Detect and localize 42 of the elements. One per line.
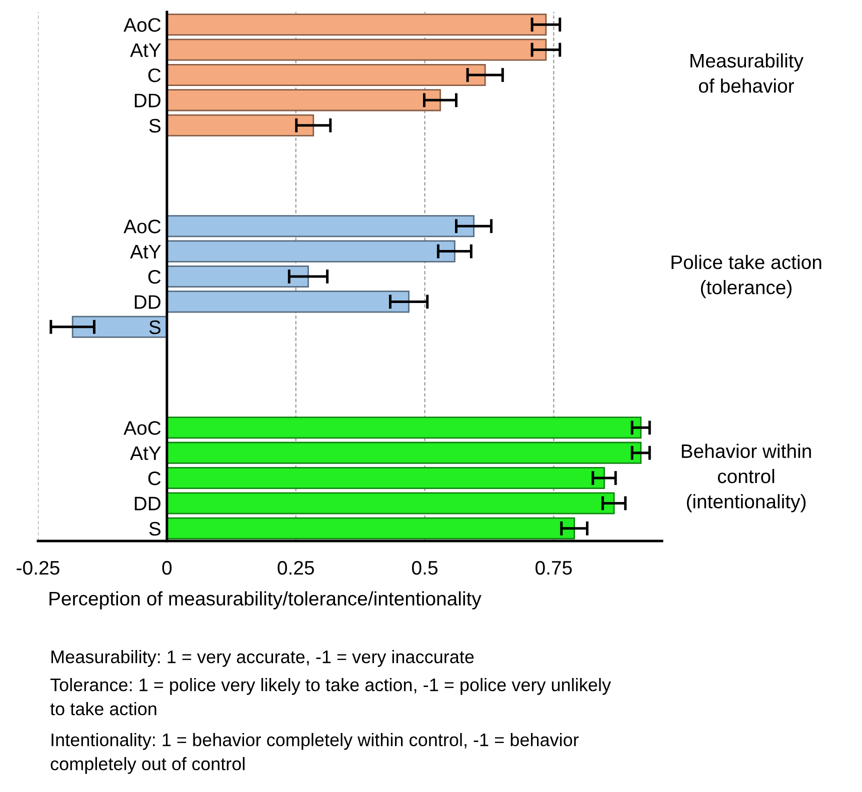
text: Police take action (tolerance) [672, 254, 822, 298]
bar [166, 467, 605, 490]
bar [166, 38, 547, 61]
y-tick-label: S [149, 118, 160, 133]
y-tick-label: AtY [130, 446, 161, 460]
y-tick-label: AtY [130, 244, 161, 259]
y-tick-label: DD [134, 496, 160, 510]
bar [166, 215, 474, 238]
bar [166, 114, 314, 136]
bar [166, 517, 576, 540]
y-tick-label: S [149, 522, 160, 536]
bar [166, 290, 410, 313]
bar [166, 64, 486, 86]
y-tick-label: DD [134, 94, 160, 108]
text: Behavior within control (intentionality) [682, 444, 811, 512]
text: Tolerance: 1 = police very likely to take action, -1 = police very unlikely to take action [50, 678, 611, 716]
bar [166, 265, 309, 288]
bar [166, 416, 642, 439]
y-tick-label: AoC [124, 421, 161, 435]
x-axis-title: Perception of measurability/tolerance/intentionality [50, 591, 482, 610]
text: Intentionality: 1 = behavior completely within control, -1 = behavior completely out of control [50, 733, 579, 774]
y-tick-label: AtY [130, 43, 161, 57]
bar [166, 442, 642, 464]
y-tick-label: AoC [124, 220, 161, 234]
bar [166, 240, 456, 262]
x-tick-label: 0 [162, 560, 172, 575]
text: Measurability of behavior [690, 53, 804, 93]
y-tick-label: C [148, 471, 161, 486]
bar [166, 14, 547, 36]
y-tick-label: AoC [124, 18, 161, 32]
y-tick-label: C [148, 270, 161, 284]
y-tick-label: S [149, 320, 160, 334]
x-tick-label: 0.75 [536, 560, 572, 575]
bar [166, 492, 615, 514]
y-tick-label: DD [134, 295, 160, 309]
y-tick-label: C [148, 68, 161, 82]
x-tick-label: 0.25 [278, 560, 314, 575]
x-tick-label: -0.25 [16, 560, 60, 575]
bar [166, 89, 441, 112]
x-tick-label: 0.5 [412, 560, 438, 575]
text: Measurability: 1 = very accurate, -1 = very inaccurate [51, 650, 474, 667]
bar [72, 316, 168, 338]
